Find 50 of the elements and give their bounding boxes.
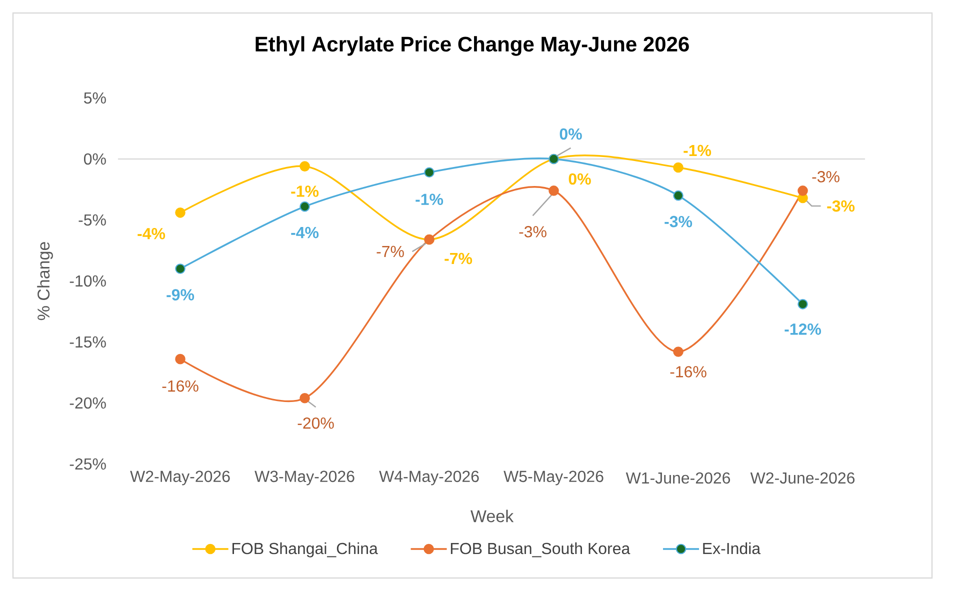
data-label: -4% [291,226,319,238]
x-tick-label: W2-June-2026 [750,472,855,484]
data-label: -20% [298,417,334,429]
y-tick-label: -5% [78,214,106,226]
x-tick-label: W4-May-2026 [379,470,479,486]
point [798,299,808,310]
point [424,167,434,178]
point [175,208,186,218]
x-tick-label: W3-May-2026 [254,470,354,486]
point [673,162,684,173]
y-tick-label: -15% [70,336,106,348]
y-tick-label: -25% [70,458,106,470]
y-tick-label: 0% [84,153,106,165]
legend-label: FOB Busan_South Korea [450,542,630,558]
x-axis-title: Week [470,510,514,522]
point [798,186,808,196]
x-tick-label: W2-May-2026 [130,470,230,486]
data-label: -1% [291,186,319,197]
data-label: -16% [162,380,198,392]
point [175,354,186,364]
data-label: -3% [812,171,840,182]
y-tick-label: -20% [70,397,106,409]
point [300,392,310,404]
data-label: -9% [166,289,194,300]
point [673,346,684,357]
legend-label: FOB Shangai_China [232,542,378,558]
x-tick-label: W5-May-2026 [504,470,604,486]
data-label: -3% [664,216,692,228]
data-label: 0% [560,128,582,140]
y-tick-label: 5% [84,92,106,104]
data-label: -12% [784,324,822,335]
data-label: 0% [568,173,591,185]
chart-title: Ethyl Acrylate Price Change May-June 2026 [256,36,689,56]
point [300,201,310,212]
legend-label: Ex-India [703,542,761,554]
data-label: -4% [138,228,166,240]
data-label: -3% [519,226,546,238]
data-label: -16% [670,366,706,378]
data-label: -1% [684,144,712,156]
data-label: -7% [376,246,404,258]
point [300,161,310,172]
point [175,264,186,274]
data-label: -7% [444,252,472,264]
y-tick-label: -10% [70,275,106,287]
point [548,186,559,196]
y-axis-title: % Change [37,242,53,320]
point [673,190,684,201]
x-tick-label: W1-June-2026 [626,472,730,484]
data-label: -1% [416,194,444,206]
data-label: -3% [827,200,855,212]
